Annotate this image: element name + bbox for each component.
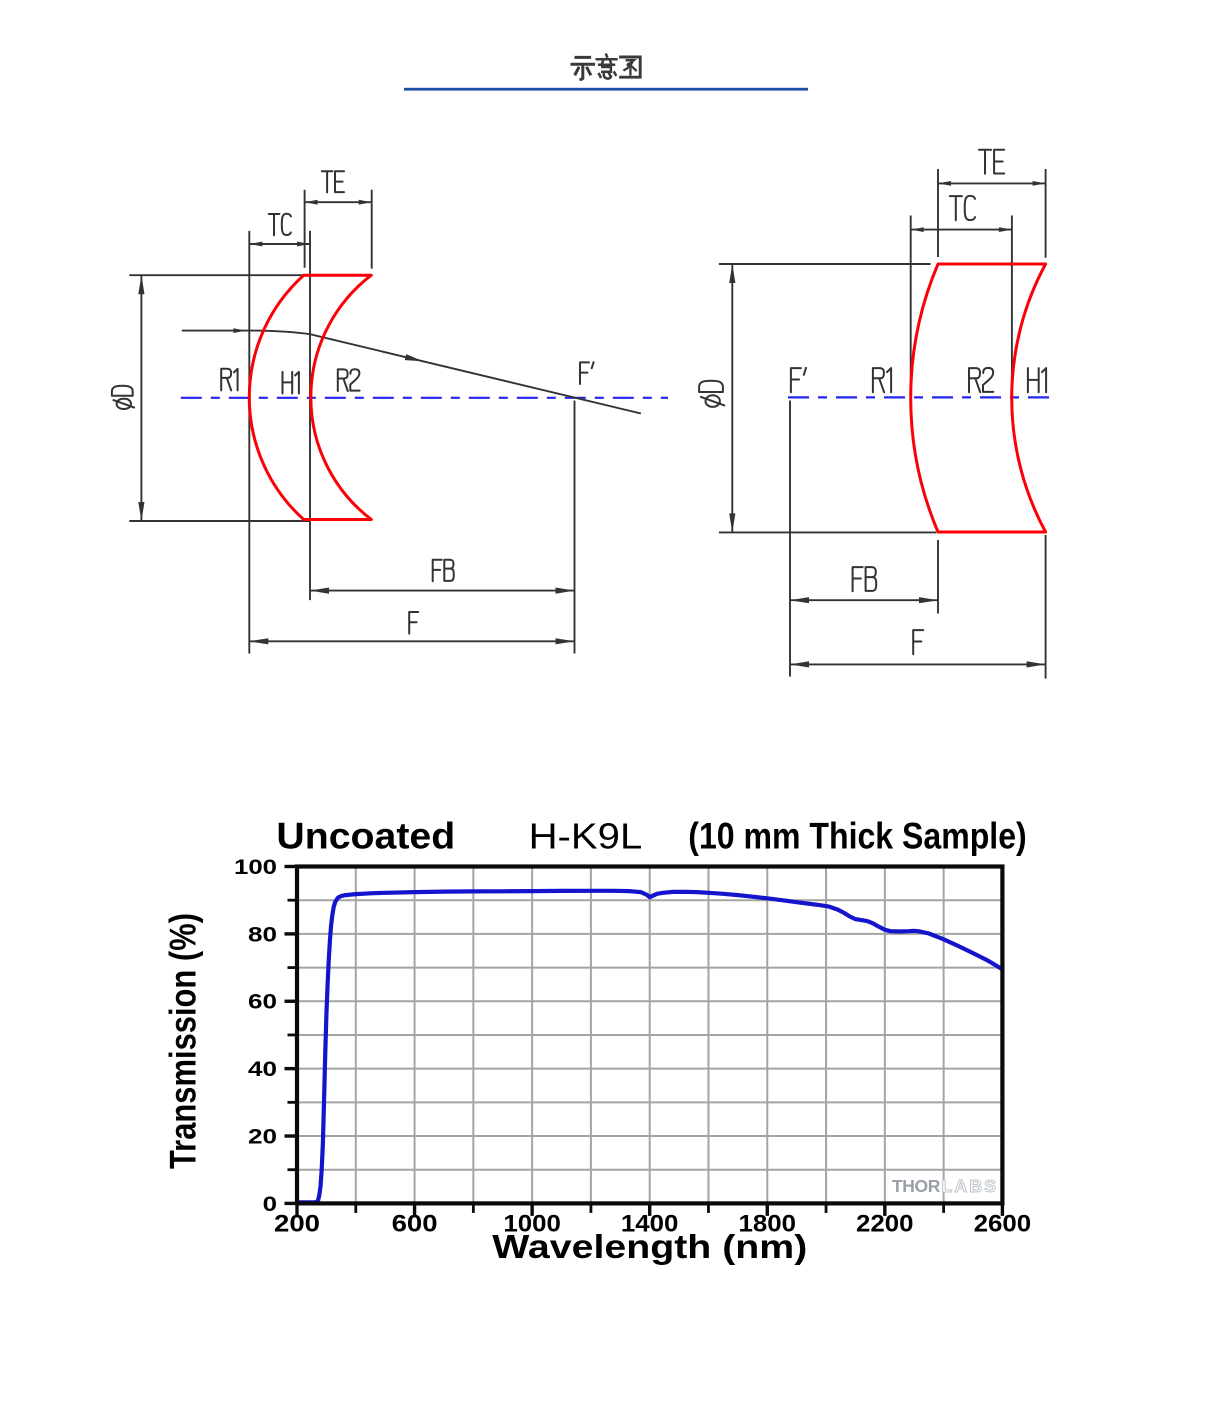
svg-text:100: 100 — [234, 856, 277, 879]
svg-text:(10 mm Thick Sample): (10 mm Thick Sample) — [688, 815, 1026, 856]
svg-text:1800: 1800 — [739, 1211, 797, 1238]
svg-text:2600: 2600 — [974, 1211, 1032, 1238]
svg-text:0: 0 — [263, 1193, 277, 1216]
svg-text:1400: 1400 — [621, 1211, 679, 1238]
svg-text:Uncoated: Uncoated — [276, 815, 455, 856]
svg-text:200: 200 — [274, 1211, 320, 1238]
svg-text:THOR: THOR — [892, 1176, 941, 1196]
svg-text:40: 40 — [248, 1058, 277, 1081]
svg-text:Transmission (%): Transmission (%) — [163, 913, 204, 1169]
svg-text:LABS: LABS — [942, 1176, 997, 1196]
svg-text:H-K9L: H-K9L — [529, 815, 643, 856]
svg-text:600: 600 — [392, 1211, 438, 1238]
svg-text:Wavelength (nm): Wavelength (nm) — [492, 1229, 807, 1266]
svg-text:60: 60 — [248, 991, 277, 1014]
svg-text:20: 20 — [248, 1125, 277, 1148]
svg-text:1000: 1000 — [503, 1211, 561, 1238]
svg-text:80: 80 — [248, 923, 277, 946]
svg-text:2200: 2200 — [856, 1211, 914, 1238]
